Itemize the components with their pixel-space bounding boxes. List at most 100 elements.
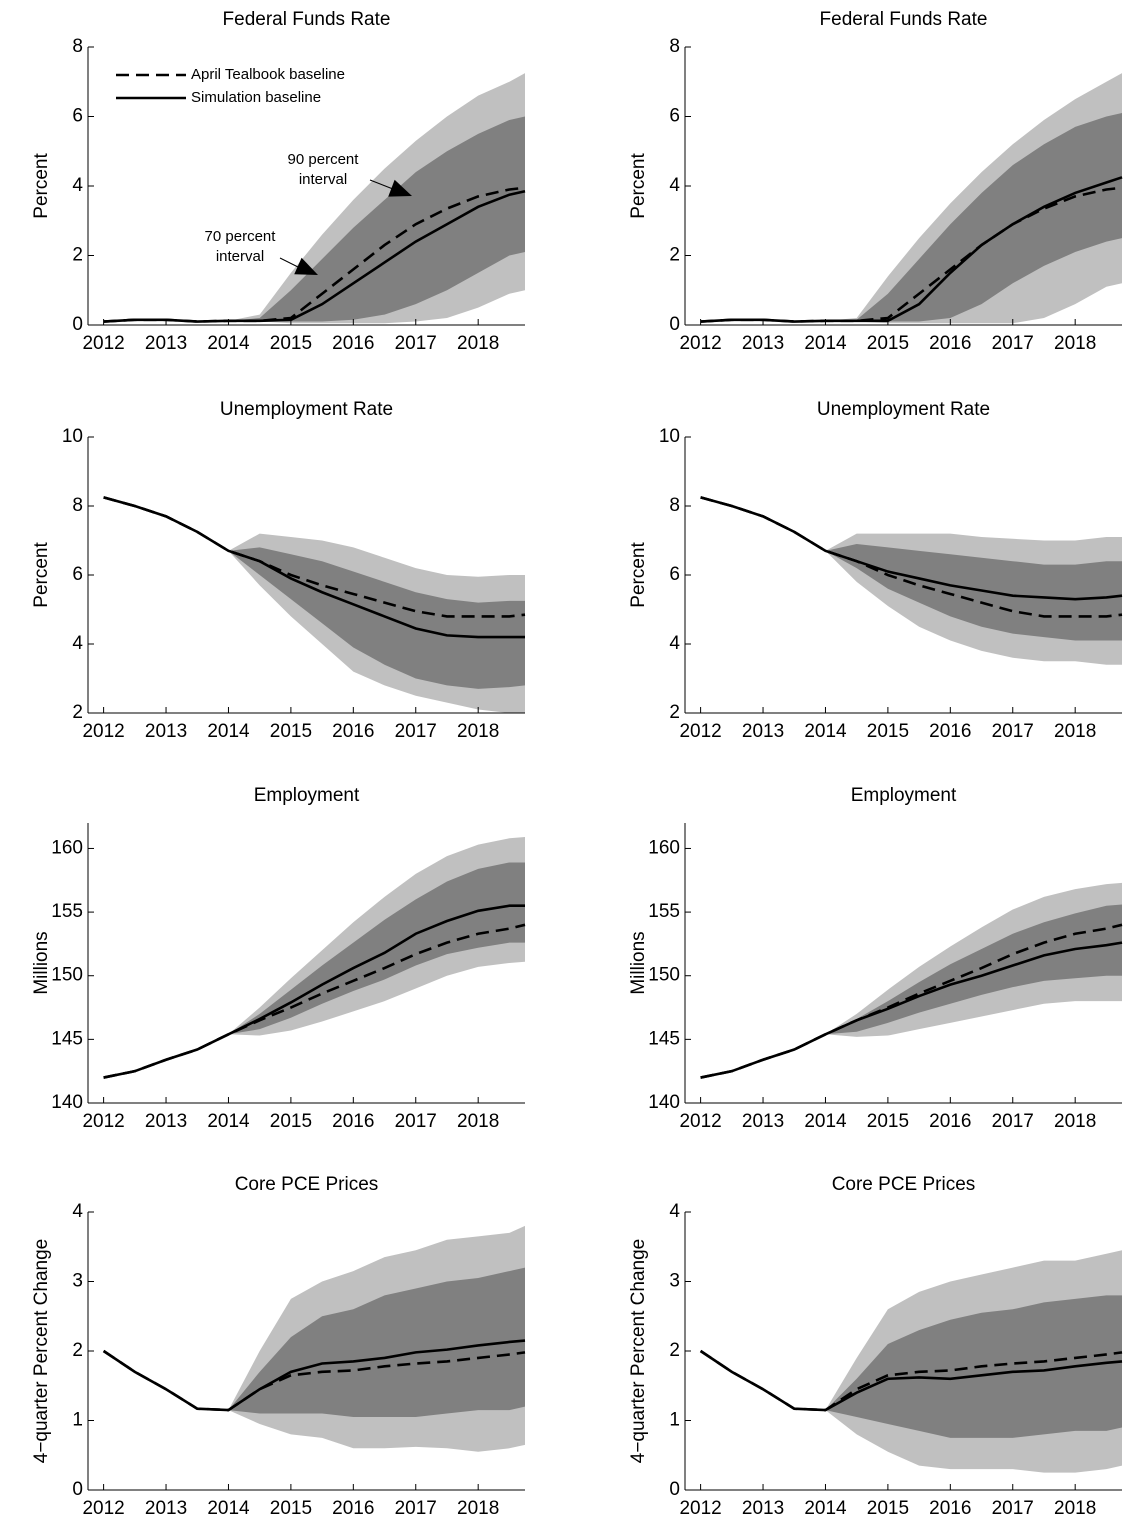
series-line [700,176,1123,323]
annotation: interval [216,248,264,265]
x-tick-label: 2016 [929,1111,971,1132]
x-tick-label: 2017 [992,721,1034,742]
y-tick-label: 1 [72,1410,83,1431]
y-tick-label: 8 [72,495,83,516]
x-tick-label: 2016 [929,721,971,742]
panel: 0 1 2 3 4 2012 2013 2014 2015 2016 2017 2018 Core PC… [628,1174,1123,1519]
y-tick-label: 4 [669,1201,680,1222]
x-tick-label: 2018 [457,721,499,742]
y-axis-label: Millions [628,931,649,994]
x-tick-label: 2018 [457,1111,499,1132]
x-tick-label: 2015 [270,721,312,742]
x-tick-label: 2012 [679,1111,721,1132]
x-tick-label: 2013 [742,1111,784,1132]
interval-band [825,113,1122,322]
x-tick-label: 2018 [457,1498,499,1519]
series-line [103,496,526,618]
y-tick-label: 6 [669,106,680,127]
series-line [102,1339,526,1412]
annotation: 90 percent [288,151,360,168]
y-tick-label: 8 [72,36,83,57]
y-axis-label: Millions [31,931,52,994]
x-tick-label: 2013 [145,1498,187,1519]
x-tick-label: 2016 [332,721,374,742]
x-tick-label: 2018 [1054,721,1096,742]
series-line [103,923,526,1079]
x-tick-label: 2012 [679,1498,721,1519]
x-tick-label: 2018 [1054,333,1096,354]
y-tick-label: 2 [669,1340,680,1361]
y-tick-label: 4 [72,175,83,196]
y-tick-label: 150 [648,965,680,986]
x-tick-label: 2015 [270,1111,312,1132]
y-tick-label: 4 [72,633,83,654]
y-tick-label: 150 [51,965,83,986]
y-tick-label: 0 [669,1479,680,1500]
y-tick-label: 140 [51,1092,83,1113]
y-tick-label: 2 [72,1340,83,1361]
y-tick-label: 160 [51,837,83,858]
panel-title: Federal Funds Rate [223,9,391,30]
y-tick-label: 10 [659,426,680,447]
x-tick-label: 2014 [804,721,847,742]
panel-title: Core PCE Prices [235,1174,379,1195]
y-tick-label: 3 [669,1271,680,1292]
x-tick-label: 2015 [270,1498,312,1519]
x-tick-label: 2018 [1054,1111,1096,1132]
panel-title: Core PCE Prices [832,1174,976,1195]
y-tick-label: 155 [51,901,83,922]
panel: 0 1 2 3 4 2012 2013 2014 2015 2016 2017 2018 Core PC… [31,1174,526,1519]
panel: 0 2 4 6 8 2012 2013 2014 2015 2016 2017 2018 Federal… [628,9,1123,354]
panel: 0 2 4 6 8 2012 2013 2014 2015 2016 2017 2018 Federal… [31,9,526,354]
y-tick-label: 10 [62,426,83,447]
y-tick-label: 0 [72,1479,83,1500]
x-tick-label: 2018 [1054,1498,1096,1519]
x-tick-label: 2012 [82,1498,124,1519]
interval-band [228,116,525,322]
x-tick-label: 2018 [457,333,499,354]
x-tick-label: 2015 [867,333,909,354]
x-tick-label: 2013 [145,333,187,354]
series-line [103,189,526,323]
panel: 140 145 150 155 160 2012 2013 2014 2015 2016 2017 2… [31,785,526,1132]
x-tick-label: 2017 [395,1498,437,1519]
legend-label: Simulation baseline [191,89,321,106]
x-tick-label: 2016 [332,1498,374,1519]
y-tick-label: 6 [72,564,83,585]
panel-title: Employment [254,785,360,806]
x-tick-label: 2017 [992,333,1034,354]
y-tick-label: 145 [51,1028,83,1049]
x-tick-label: 2013 [742,1498,784,1519]
x-tick-label: 2012 [82,333,124,354]
x-tick-label: 2016 [332,333,374,354]
x-tick-label: 2017 [992,1498,1034,1519]
y-tick-label: 0 [669,314,680,335]
series-line [103,904,525,1079]
y-tick-label: 155 [648,901,680,922]
x-tick-label: 2016 [929,333,971,354]
interval-band [228,1267,525,1418]
y-tick-label: 4 [669,633,680,654]
panel: 140 145 150 155 160 2012 2013 2014 2015 2016 2017 2… [628,785,1123,1132]
x-tick-label: 2016 [929,1498,971,1519]
panel-title: Unemployment Rate [817,399,990,420]
y-tick-label: 4 [72,1201,83,1222]
interval-band [825,904,1122,1035]
y-tick-label: 4 [669,175,680,196]
series-line [700,941,1123,1079]
annotation: 70 percent [205,228,277,245]
y-tick-label: 3 [72,1271,83,1292]
x-tick-label: 2017 [395,1111,437,1132]
y-axis-label: Percent [31,153,52,219]
x-tick-label: 2014 [804,1498,847,1519]
x-tick-label: 2014 [804,333,847,354]
arrow-head [294,257,318,275]
x-tick-label: 2014 [207,1111,250,1132]
panel: 2 4 6 8 10 2012 2013 2014 2015 2016 2017 2018 Unempl… [628,399,1123,742]
x-tick-label: 2017 [395,721,437,742]
x-tick-label: 2012 [82,1111,124,1132]
x-tick-label: 2012 [679,721,721,742]
series-line [700,496,1123,601]
y-axis-label: Percent [628,153,649,219]
interval-band [228,862,525,1035]
